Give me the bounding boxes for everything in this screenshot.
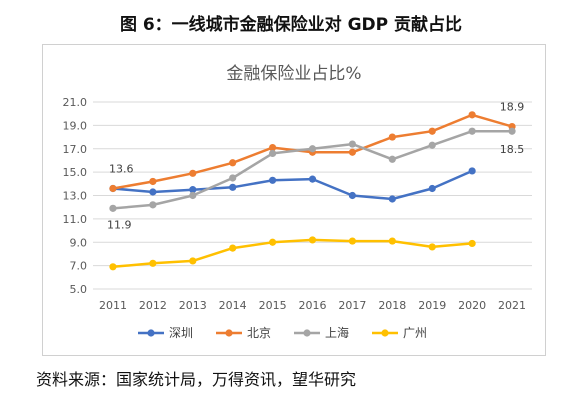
data-point-上海 — [388, 155, 396, 163]
data-point-广州 — [229, 244, 237, 252]
data-point-广州 — [149, 259, 157, 267]
data-point-深圳 — [348, 191, 357, 200]
data-point-深圳 — [149, 188, 157, 196]
data-labels: 13.6 11.9 18.9 18.5 — [107, 101, 524, 232]
data-point-广州 — [428, 243, 436, 251]
legend: 深圳 北京 上海 广州 — [138, 325, 427, 340]
y-tick-label: 17.0 — [63, 143, 88, 156]
data-point-上海 — [508, 127, 516, 135]
x-tick-label: 2016 — [299, 299, 327, 312]
x-tick-label: 2017 — [338, 299, 366, 312]
series-line-深圳 — [112, 169, 473, 201]
data-label: 13.6 — [109, 162, 134, 175]
legend-label: 上海 — [325, 325, 349, 340]
line-chart: 金融保险业占比% 5.0 7.0 9.0 11.0 13.0 15.0 17.0 19.0 21… — [63, 64, 532, 340]
data-point-广州 — [308, 236, 317, 244]
data-point-深圳 — [189, 186, 197, 194]
chart-title: 金融保险业占比% — [226, 64, 361, 84]
figure-title: 图 6：一线城市金融保险业对 GDP 贡献占比 — [119, 15, 463, 35]
data-point-深圳 — [268, 176, 277, 184]
data-point-北京 — [229, 159, 237, 167]
data-point-广州 — [468, 239, 476, 248]
data-point-广州 — [109, 263, 117, 271]
y-tick-label: 13.0 — [63, 190, 88, 203]
x-tick-label: 2018 — [378, 299, 406, 312]
y-tick-label: 15.0 — [63, 166, 88, 179]
data-point-上海 — [149, 201, 157, 209]
x-tick-label: 2013 — [179, 299, 207, 312]
legend-marker-北京 — [225, 329, 233, 337]
x-tick-label: 2020 — [458, 299, 486, 312]
data-point-广州 — [189, 257, 197, 265]
chart-frame: 金融保险业占比% 5.0 7.0 9.0 11.0 13.0 15.0 17.0 19.0 21… — [42, 44, 546, 356]
y-tick-label: 21.0 — [63, 96, 88, 109]
data-point-上海 — [348, 140, 357, 148]
data-point-北京 — [348, 148, 357, 156]
legend-marker-深圳 — [147, 329, 155, 337]
x-tick-label: 2014 — [219, 299, 247, 312]
x-tick-label: 2011 — [99, 299, 127, 312]
legend-label: 广州 — [403, 326, 427, 340]
y-tick-label: 7.0 — [70, 260, 88, 273]
y-tick-label: 11.0 — [63, 213, 88, 226]
series-line-广州 — [112, 238, 473, 269]
data-point-广州 — [268, 238, 277, 246]
data-point-北京 — [109, 184, 117, 193]
x-tick-label: 2021 — [498, 299, 526, 312]
source-note: 资料来源：国家统计局，万得资讯，望华研究 — [36, 370, 357, 389]
data-point-上海 — [109, 204, 117, 212]
data-point-深圳 — [308, 175, 317, 183]
legend-label: 北京 — [247, 326, 271, 340]
x-axis-tick-labels: 2011 2012 2013 2014 2015 2016 2017 2018 2019 2020… — [99, 299, 526, 312]
data-label: 18.9 — [500, 101, 524, 114]
data-point-北京 — [428, 127, 436, 135]
data-point-广州 — [388, 237, 396, 245]
data-point-广州 — [348, 237, 357, 245]
data-point-上海 — [308, 145, 317, 153]
y-tick-label: 9.0 — [70, 236, 88, 249]
legend-marker-广州 — [381, 329, 389, 337]
y-tick-label: 5.0 — [70, 283, 88, 296]
legend-label: 深圳 — [169, 326, 193, 340]
data-point-北京 — [388, 133, 396, 141]
x-tick-label: 2015 — [259, 299, 287, 312]
x-tick-label: 2019 — [418, 299, 446, 312]
data-point-北京 — [189, 169, 197, 177]
data-point-上海 — [189, 191, 197, 200]
y-axis-tick-labels: 5.0 7.0 9.0 11.0 13.0 15.0 17.0 19.0 21.0 — [63, 96, 88, 296]
data-point-上海 — [229, 174, 237, 182]
data-point-北京 — [468, 111, 476, 119]
data-label: 11.9 — [107, 218, 132, 231]
series-points — [109, 111, 516, 271]
legend-marker-上海 — [303, 329, 311, 337]
data-point-北京 — [149, 177, 157, 186]
data-point-深圳 — [468, 167, 476, 175]
data-point-上海 — [268, 149, 277, 158]
data-point-深圳 — [428, 184, 436, 193]
data-point-深圳 — [388, 195, 396, 203]
series-line-上海 — [112, 129, 512, 210]
x-tick-label: 2012 — [139, 299, 167, 312]
data-point-深圳 — [229, 183, 237, 191]
data-point-上海 — [468, 127, 476, 135]
data-label: 18.5 — [500, 143, 524, 156]
data-point-上海 — [428, 141, 436, 149]
grid-lines — [93, 101, 532, 290]
y-tick-label: 19.0 — [63, 119, 88, 132]
data-point-北京 — [268, 143, 277, 152]
series-lines — [112, 113, 513, 269]
